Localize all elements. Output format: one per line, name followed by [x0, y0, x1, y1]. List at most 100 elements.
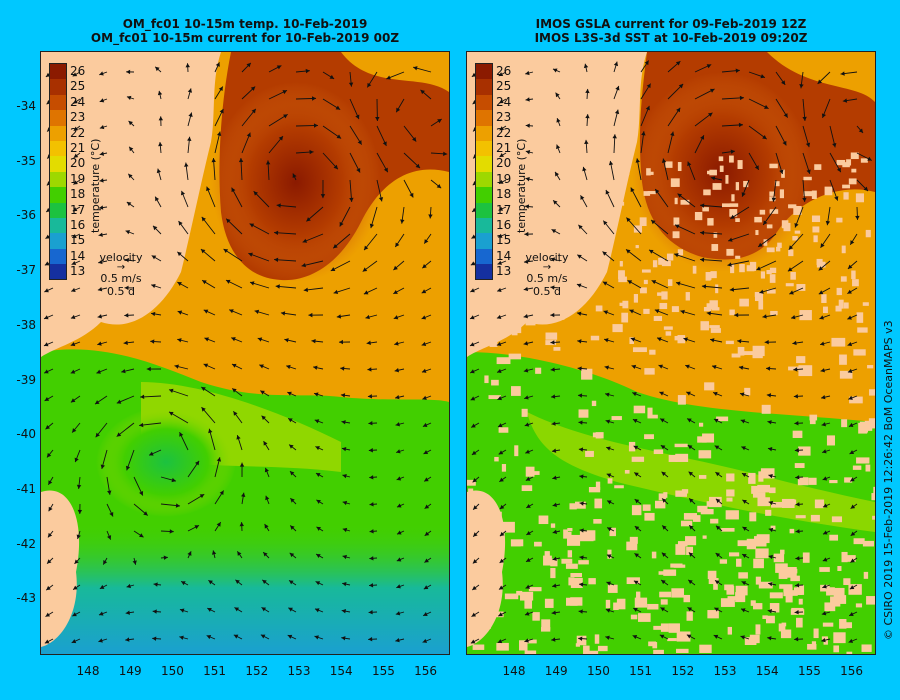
cloud-mask-pixel: [851, 168, 857, 173]
cloud-mask-pixel: [708, 578, 719, 585]
cloud-mask-pixel: [716, 416, 729, 422]
colorbar-tick-label: 24: [70, 94, 86, 109]
velocity-arrowhead: [151, 255, 157, 260]
velocity-arrowhead: [585, 88, 590, 94]
velocity-arrowhead: [469, 342, 475, 347]
cloud-mask-pixel: [758, 581, 773, 589]
colorbar-tick-label: 19: [496, 171, 512, 186]
cloud-mask-pixel: [667, 279, 673, 286]
velocity-arrowhead: [341, 609, 347, 614]
velocity-arrowhead: [424, 477, 429, 482]
cloud-mask-pixel: [570, 577, 583, 588]
velocity-arrowhead: [820, 341, 825, 346]
cloud-mask-pixel: [826, 435, 835, 446]
velocity-arrowhead: [552, 502, 557, 507]
cloud-mask-pixel: [585, 450, 594, 457]
velocity-arrowhead: [700, 203, 705, 208]
colorbar-tick-label: 13: [70, 264, 86, 279]
cloud-mask-pixel: [692, 265, 697, 274]
velocity-arrowhead: [715, 498, 721, 504]
velocity-arrowhead: [794, 421, 799, 426]
colorbar-tick-label: 16: [496, 218, 512, 232]
velocity-arrowhead: [367, 367, 372, 372]
velocity-arrowhead: [289, 580, 294, 585]
velocity-arrowhead: [802, 197, 807, 202]
cloud-mask-pixel: [680, 520, 693, 527]
velocity-arrowhead: [768, 527, 774, 533]
velocity-arrowhead: [339, 221, 344, 227]
velocity-arrowhead: [44, 639, 50, 644]
cloud-mask-pixel: [540, 627, 551, 632]
velocity-key-title: velocity: [99, 251, 143, 264]
velocity-arrowhead: [740, 635, 745, 640]
cloud-mask-pixel: [781, 220, 789, 229]
cloud-mask-pixel: [798, 446, 811, 456]
velocity-arrowhead: [316, 526, 321, 531]
cloud-mask-pixel: [538, 515, 549, 525]
cloud-mask-pixel: [855, 193, 864, 203]
velocity-arrowhead: [316, 554, 321, 558]
velocity-arrowhead: [140, 394, 145, 400]
colorbar-segment: [476, 110, 492, 126]
cloud-mask-pixel: [779, 584, 793, 589]
cloud-mask-pixel: [839, 595, 847, 604]
velocity-arrowhead: [551, 448, 557, 453]
cloud-mask-pixel: [694, 211, 703, 221]
cloud-mask-pixel: [766, 269, 772, 275]
cloud-mask-pixel: [702, 433, 715, 443]
velocity-arrowhead: [626, 249, 631, 254]
velocity-arrowhead: [795, 502, 800, 507]
velocity-arrowhead: [641, 131, 646, 136]
cloud-mask-pixel: [754, 292, 764, 302]
cloud-mask-pixel: [869, 389, 875, 396]
velocity-arrowhead: [333, 289, 339, 295]
cloud-mask-pixel: [618, 270, 625, 280]
cloud-mask-pixel: [722, 203, 731, 208]
cloud-mask-pixel: [721, 527, 735, 532]
velocity-arrowhead: [818, 290, 824, 295]
velocity-arrowhead: [550, 340, 555, 345]
cloud-mask-pixel: [659, 591, 672, 598]
cloud-mask-pixel: [632, 347, 647, 353]
velocity-arrowhead: [606, 581, 611, 586]
velocity-arrowhead: [423, 585, 429, 590]
cloud-mask-pixel: [812, 226, 820, 233]
velocity-arrowhead: [499, 531, 505, 537]
velocity-arrowhead: [260, 634, 266, 639]
cloud-mask-pixel: [703, 189, 711, 196]
velocity-arrowhead: [472, 585, 477, 591]
cloud-mask-pixel: [670, 178, 680, 187]
cloud-mask-pixel: [651, 551, 657, 559]
cloud-mask-pixel: [493, 611, 504, 618]
velocity-arrowhead: [177, 338, 182, 343]
cloud-mask-pixel: [769, 210, 773, 214]
velocity-arrowhead: [680, 309, 685, 315]
colorbar-segment: [50, 64, 66, 80]
cloud-mask-pixel: [766, 224, 773, 229]
velocity-arrowhead: [555, 171, 560, 177]
cloud-mask-pixel: [702, 535, 707, 539]
cloud-mask-pixel: [494, 456, 499, 462]
velocity-arrowhead: [187, 551, 192, 556]
cloud-mask-pixel: [711, 244, 719, 251]
velocity-arrowhead: [794, 610, 799, 615]
velocity-arrowhead: [187, 136, 192, 141]
velocity-arrowhead: [368, 448, 373, 453]
velocity-arrowhead: [443, 151, 448, 157]
velocity-arrowhead: [847, 315, 852, 320]
cloud-mask-pixel: [609, 527, 616, 537]
cloud-mask-pixel: [707, 170, 711, 175]
velocity-arrowhead: [551, 610, 556, 615]
velocity-arrowhead: [472, 559, 478, 564]
colorbar-segment: [50, 217, 66, 234]
cloud-mask-pixel: [668, 454, 678, 462]
velocity-arrowhead: [524, 611, 530, 616]
velocity-arrowhead: [791, 315, 796, 320]
velocity-arrowhead: [657, 337, 662, 342]
velocity-arrowhead: [607, 527, 612, 532]
velocity-arrowhead: [688, 579, 693, 585]
colorbar-strip: [49, 63, 67, 281]
velocity-arrowhead: [329, 74, 335, 79]
velocity-arrowhead: [525, 150, 531, 155]
velocity-arrowhead: [700, 135, 705, 140]
